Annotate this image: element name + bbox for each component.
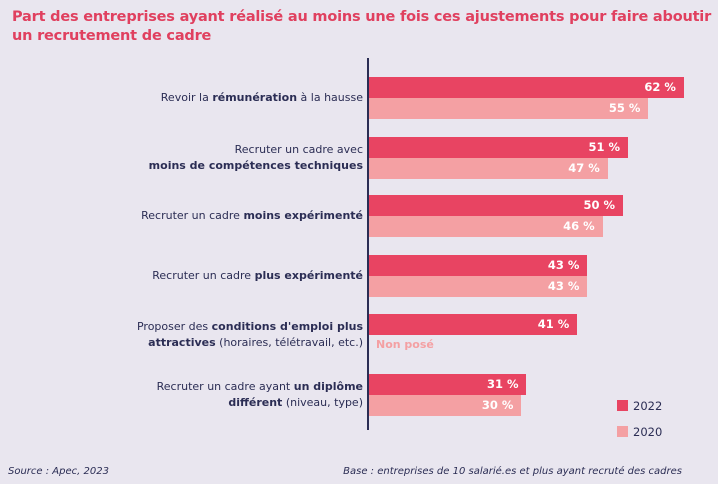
category-label-part: Recruter un cadre ayant bbox=[156, 380, 294, 393]
data-label: 50 % bbox=[583, 198, 615, 212]
bar-2020: 55 % bbox=[369, 98, 649, 119]
category-label-part: attractives bbox=[148, 336, 216, 349]
legend-swatch bbox=[617, 426, 628, 437]
category-label-part: rémunération bbox=[212, 91, 298, 104]
category-label-part: moins expérimenté bbox=[243, 209, 363, 222]
category-label-part: Recruter un cadre bbox=[141, 209, 244, 222]
data-label: 43 % bbox=[547, 258, 580, 272]
data-label: 62 % bbox=[644, 80, 676, 94]
data-label: 31 % bbox=[486, 377, 519, 391]
legend-swatch bbox=[617, 400, 628, 411]
category-label-part: Proposer des bbox=[136, 320, 212, 333]
bar-2020: 30 % bbox=[369, 395, 522, 416]
category-label-part: (niveau, type) bbox=[282, 396, 363, 409]
legend-item-2020: 2020 bbox=[617, 425, 662, 439]
not-asked-label: Non posé bbox=[376, 338, 434, 351]
category-label-part: plus expérimenté bbox=[254, 269, 363, 282]
bar-2022: 50 % bbox=[369, 195, 623, 216]
category-label-part: Revoir la bbox=[160, 91, 213, 104]
y-axis-line bbox=[367, 58, 369, 430]
category-label-part: différent bbox=[228, 396, 283, 409]
category-label: Recruter un cadre moins expérimenté bbox=[33, 208, 363, 224]
category-label-part: un diplôme bbox=[293, 380, 363, 393]
data-label: 30 % bbox=[481, 398, 514, 412]
category-label: Recruter un cadre ayant un diplôme différ… bbox=[33, 379, 363, 411]
bar-2020: 43 % bbox=[369, 276, 588, 297]
bar-2020: 46 % bbox=[369, 216, 603, 237]
bar-2022: 31 % bbox=[369, 374, 527, 395]
base-note: Base : entreprises de 10 salarié.es et p… bbox=[343, 466, 682, 477]
bar-2022: 51 % bbox=[369, 137, 629, 158]
bar-2020: 47 % bbox=[369, 158, 608, 179]
category-label-part: conditions d'emploi plus bbox=[211, 320, 363, 333]
category-label-part: Recruter un cadre bbox=[152, 269, 255, 282]
category-label-part: (horaires, télétravail, etc.) bbox=[215, 336, 363, 349]
data-label: 43 % bbox=[547, 279, 580, 293]
chart-title: Part des entreprises ayant réalisé au mo… bbox=[12, 9, 712, 44]
data-label: 46 % bbox=[563, 219, 595, 233]
category-label: Proposer des conditions d'emploi plus att… bbox=[33, 319, 363, 351]
bar-2022: 41 % bbox=[369, 314, 578, 335]
category-label-part: à la hausse bbox=[297, 91, 363, 104]
source-note: Source : Apec, 2023 bbox=[8, 466, 109, 477]
data-label: 55 % bbox=[608, 101, 641, 115]
category-label: Revoir la rémunération à la hausse bbox=[33, 90, 363, 106]
bar-2022: 62 % bbox=[369, 77, 684, 98]
data-label: 47 % bbox=[568, 161, 600, 175]
data-label: 51 % bbox=[588, 140, 621, 154]
bar-2022: 43 % bbox=[369, 255, 588, 276]
data-label: 41 % bbox=[537, 317, 570, 331]
category-label-part: moins de compétences techniques bbox=[148, 159, 363, 172]
category-label: Recruter un cadre plus expérimenté bbox=[33, 268, 363, 284]
category-label-part: Recruter un cadre avec bbox=[234, 143, 363, 156]
category-label: Recruter un cadre avec moins de compétenc… bbox=[33, 142, 363, 174]
legend-item-2022: 2022 bbox=[617, 399, 662, 413]
